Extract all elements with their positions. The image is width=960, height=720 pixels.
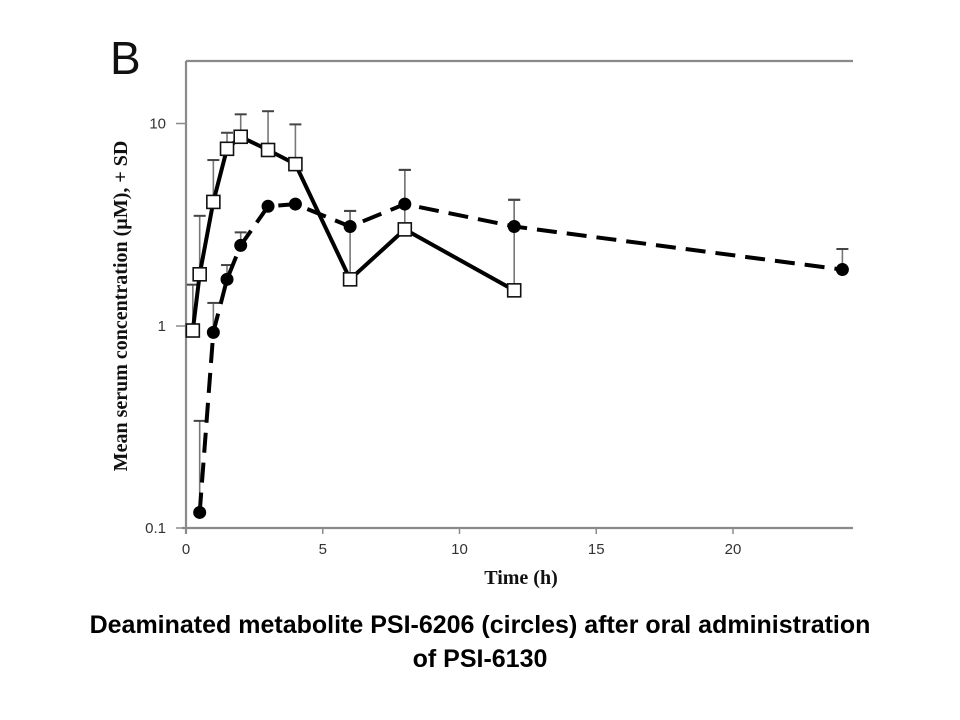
series-line-circles — [197, 202, 843, 513]
axes — [182, 59, 853, 534]
data-point-circle — [206, 325, 220, 339]
panel-label: B — [110, 32, 141, 84]
data-point-circle — [220, 272, 234, 286]
x-tick-label: 0 — [182, 541, 190, 558]
caption-line-1: Deaminated metabolite PSI-6206 (circles)… — [89, 611, 871, 639]
pk-chart: B 0 5 10 15 20 0.1 1 10 Time (h) Mean serum con… — [110, 32, 853, 589]
data-point-square — [506, 283, 522, 298]
error-bars — [186, 110, 849, 513]
data-point-circle — [398, 197, 412, 211]
y-axis-title: Mean serum concentration (µM), + SD — [110, 141, 132, 472]
series-markers — [185, 129, 849, 519]
data-point-square — [342, 272, 358, 287]
x-tick-label: 15 — [588, 541, 605, 558]
x-tick-label: 20 — [725, 541, 742, 558]
x-tick-label: 10 — [451, 541, 468, 558]
data-point-circle — [507, 219, 521, 233]
data-point-square — [260, 142, 276, 158]
y-tick-label: 0.1 — [145, 520, 166, 537]
series-line-squares — [190, 134, 516, 331]
data-point-square — [206, 194, 221, 210]
y-tick-label: 10 — [149, 116, 166, 133]
y-tick-label: 1 — [158, 318, 166, 335]
data-point-square — [185, 323, 201, 338]
data-point-square — [397, 222, 413, 237]
data-point-circle — [343, 219, 357, 233]
data-point-circle — [261, 199, 275, 213]
data-point-square — [288, 156, 303, 172]
data-point-circle — [288, 197, 302, 211]
figure-caption: Deaminated metabolite PSI-6206 (circles)… — [0, 608, 960, 676]
data-point-square — [219, 141, 235, 157]
data-point-circle — [193, 505, 207, 519]
x-axis-title: Time (h) — [484, 567, 558, 589]
caption-line-2: of PSI-6130 — [412, 645, 548, 673]
data-point-square — [192, 267, 207, 282]
data-point-circle — [234, 238, 248, 252]
ticks: 0 5 10 15 20 0.1 1 10 — [145, 116, 741, 559]
data-point-square — [233, 129, 248, 145]
data-point-circle — [835, 263, 849, 277]
x-tick-label: 5 — [319, 541, 327, 558]
series-lines — [190, 134, 843, 513]
